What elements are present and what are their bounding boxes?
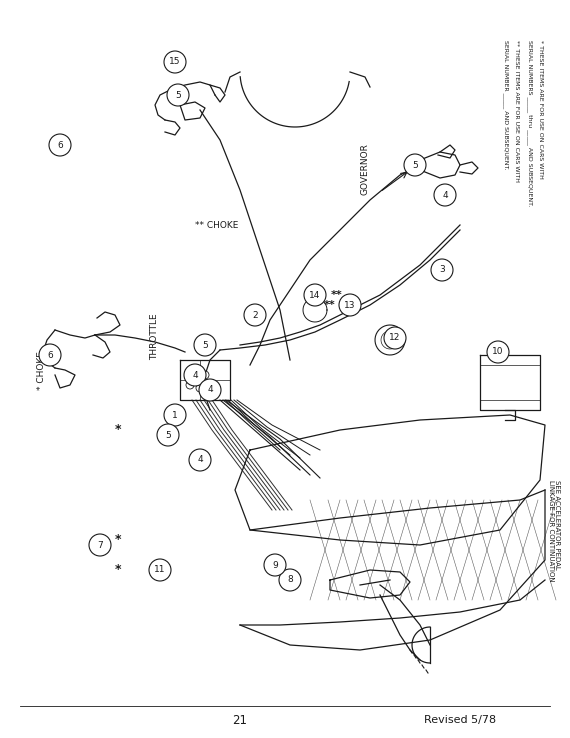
Circle shape — [201, 371, 209, 379]
Text: *: * — [115, 564, 121, 576]
Circle shape — [196, 384, 204, 392]
Text: ** CHOKE: ** CHOKE — [195, 221, 238, 230]
Text: SERIAL NUMBERS _____ thru _____ AND SUBSEQUENT.: SERIAL NUMBERS _____ thru _____ AND SUBS… — [527, 40, 533, 206]
Circle shape — [186, 381, 194, 389]
Text: ** THESE ITEMS ARE FOR USE ON CARS WITH: ** THESE ITEMS ARE FOR USE ON CARS WITH — [514, 40, 519, 182]
Text: 5: 5 — [202, 340, 208, 350]
Circle shape — [49, 134, 71, 156]
Circle shape — [149, 559, 171, 581]
Text: 2: 2 — [252, 311, 258, 320]
Text: **: ** — [331, 290, 343, 300]
Text: 6: 6 — [47, 351, 53, 359]
Circle shape — [167, 84, 189, 106]
Circle shape — [194, 334, 216, 356]
Circle shape — [404, 154, 426, 176]
Text: 8: 8 — [287, 576, 293, 584]
Circle shape — [434, 184, 456, 206]
Circle shape — [164, 404, 186, 426]
Circle shape — [206, 381, 214, 389]
Circle shape — [164, 51, 186, 73]
Circle shape — [264, 554, 286, 576]
Text: 5: 5 — [175, 91, 181, 100]
Circle shape — [279, 569, 301, 591]
Circle shape — [157, 424, 179, 446]
Text: 11: 11 — [154, 565, 166, 574]
Circle shape — [431, 259, 453, 281]
Circle shape — [339, 294, 361, 316]
Circle shape — [384, 327, 406, 349]
Text: * CHOKE: * CHOKE — [38, 351, 47, 390]
Text: 15: 15 — [169, 58, 181, 66]
Text: 4: 4 — [192, 370, 198, 379]
Text: 5: 5 — [412, 160, 418, 170]
Circle shape — [89, 534, 111, 556]
Text: 10: 10 — [492, 348, 504, 356]
Text: 4: 4 — [442, 190, 448, 199]
Text: GOVERNOR: GOVERNOR — [360, 143, 369, 195]
Text: 6: 6 — [57, 140, 63, 150]
Text: Revised 5/78: Revised 5/78 — [424, 715, 496, 725]
Circle shape — [39, 344, 61, 366]
Text: 4: 4 — [207, 385, 213, 395]
Circle shape — [184, 364, 206, 386]
Text: * THESE ITEMS ARE FOR USE ON CARS WITH: * THESE ITEMS ARE FOR USE ON CARS WITH — [538, 40, 543, 179]
Circle shape — [189, 449, 211, 471]
Text: 14: 14 — [310, 291, 321, 300]
Text: 13: 13 — [344, 300, 356, 309]
Circle shape — [199, 379, 221, 401]
Text: SEE ACCELERATOR PEDAL: SEE ACCELERATOR PEDAL — [554, 480, 560, 570]
Text: 5: 5 — [165, 430, 171, 440]
Circle shape — [487, 341, 509, 363]
Text: *: * — [115, 534, 121, 547]
Text: 1: 1 — [172, 410, 178, 419]
Text: THROTTLE: THROTTLE — [150, 314, 160, 360]
Text: LINKAGE FOR CONTINUATION: LINKAGE FOR CONTINUATION — [548, 480, 554, 582]
Circle shape — [191, 368, 199, 376]
Text: 9: 9 — [272, 560, 278, 570]
Text: SERIAL NUMBER _____ AND SUBSEQUENT.: SERIAL NUMBER _____ AND SUBSEQUENT. — [503, 40, 508, 170]
Text: 4: 4 — [197, 455, 203, 464]
Circle shape — [304, 284, 326, 306]
Text: *: * — [115, 424, 121, 436]
Text: 3: 3 — [439, 266, 445, 275]
Text: 21: 21 — [233, 714, 247, 726]
Text: 7: 7 — [97, 540, 103, 550]
Text: 12: 12 — [389, 334, 401, 342]
Text: **: ** — [324, 300, 336, 310]
Circle shape — [244, 304, 266, 326]
